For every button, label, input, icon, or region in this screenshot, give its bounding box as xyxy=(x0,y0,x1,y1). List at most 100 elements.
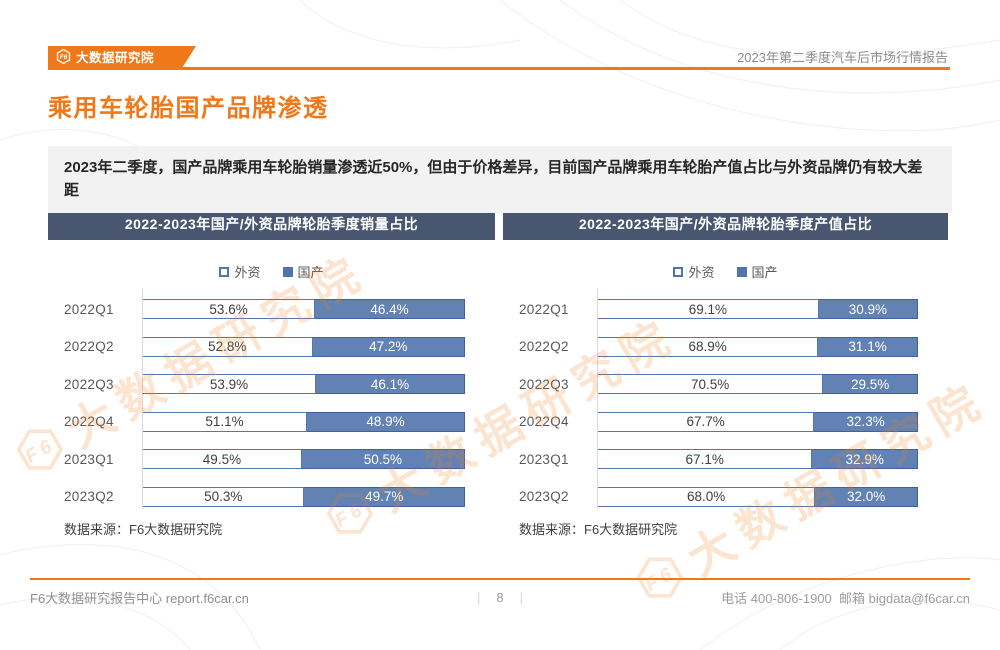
category-label: 2023Q1 xyxy=(64,451,114,467)
f6-logo-icon: F6 xyxy=(56,49,71,64)
chart-row: 2022Q1 69.1% 30.9% xyxy=(519,299,918,319)
bar-value-label: 70.5% xyxy=(691,376,730,392)
chart-row: 2022Q4 67.7% 32.3% xyxy=(519,411,918,432)
bar-segment-foreign: 70.5% xyxy=(597,374,824,394)
bar-value-label: 67.1% xyxy=(685,451,724,467)
chart-row: 2023Q2 68.0% 32.0% xyxy=(519,486,918,507)
bar-segment-domestic: 32.0% xyxy=(815,486,918,507)
bar-track: 67.7% 32.3% xyxy=(597,411,918,432)
phone-label: 电话 xyxy=(721,591,748,606)
chart-body: 外资 国产 2022Q1 53.6% 46.4% 2022Q2 52.8% 47.2% 20… xyxy=(48,240,495,538)
bar-segment-foreign: 69.1% xyxy=(597,299,819,319)
bar-segment-foreign: 67.1% xyxy=(597,449,813,469)
footer-divider xyxy=(30,578,970,580)
bar-segment-foreign: 50.3% xyxy=(142,486,305,507)
category-label: 2023Q2 xyxy=(64,489,114,504)
bar-segment-foreign: 51.1% xyxy=(142,411,308,432)
bar-segment-foreign: 52.8% xyxy=(142,336,313,357)
bar-track: 51.1% 48.9% xyxy=(142,411,465,432)
category-label: 2022Q4 xyxy=(64,414,114,429)
data-source: 数据来源：F6大数据研究院 xyxy=(64,521,223,537)
bar-track: 69.1% 30.9% xyxy=(597,299,918,319)
category-label: 2022Q3 xyxy=(519,376,569,392)
bar-segment-foreign: 49.5% xyxy=(142,449,302,469)
data-source: 数据来源：F6大数据研究院 xyxy=(519,521,678,537)
bar-segment-domestic: 29.5% xyxy=(823,374,918,394)
chart-row: 2022Q3 70.5% 29.5% xyxy=(519,374,918,394)
bar-value-label: 68.0% xyxy=(686,489,726,504)
bar-value-label: 31.1% xyxy=(848,339,887,354)
header-divider xyxy=(48,67,950,70)
category-label: 2023Q1 xyxy=(519,451,569,467)
chart-panel-sales-share: 2022-2023年国产/外资品牌轮胎季度销量占比 外资 国产 2022Q1 53… xyxy=(48,208,495,538)
bar-segment-foreign: 53.9% xyxy=(142,374,317,394)
chart-row: 2022Q2 68.9% 31.1% xyxy=(519,336,918,357)
legend-label-foreign: 外资 xyxy=(234,265,261,280)
legend-label-domestic: 国产 xyxy=(751,265,778,280)
bar-segment-foreign: 68.0% xyxy=(597,486,816,507)
bar-value-label: 32.9% xyxy=(845,451,884,467)
bar-value-label: 50.5% xyxy=(363,451,403,467)
bar-track: 68.0% 32.0% xyxy=(597,486,918,507)
chart-panel-value-share: 2022-2023年国产/外资品牌轮胎季度产值占比 外资 国产 2022Q1 69… xyxy=(503,208,948,538)
phone-number: 400-806-1900 xyxy=(750,591,832,606)
email-label: 邮箱 xyxy=(839,591,866,606)
chart-legend: 外资 国产 xyxy=(503,262,948,281)
legend-item-domestic: 国产 xyxy=(282,262,324,281)
category-label: 2022Q2 xyxy=(519,339,569,354)
category-label: 2022Q1 xyxy=(64,301,114,317)
bar-track: 52.8% 47.2% xyxy=(142,336,465,357)
category-label: 2022Q2 xyxy=(64,339,114,354)
bar-value-label: 53.6% xyxy=(209,301,248,317)
bar-value-label: 67.7% xyxy=(686,414,725,429)
bar-segment-domestic: 50.5% xyxy=(301,449,465,469)
chart-rows: 2022Q1 53.6% 46.4% 2022Q2 52.8% 47.2% 2022Q3 53… xyxy=(48,289,495,508)
bar-value-label: 52.8% xyxy=(208,339,247,354)
page-number-divider: | xyxy=(519,590,524,605)
email-address: bigdata@f6car.cn xyxy=(868,591,971,606)
chart-row: 2023Q1 67.1% 32.9% xyxy=(519,449,918,469)
category-label: 2022Q3 xyxy=(64,376,114,392)
bar-track: 50.3% 49.7% xyxy=(142,486,465,507)
bar-value-label: 53.9% xyxy=(209,376,249,392)
chart-row: 2023Q1 49.5% 50.5% xyxy=(64,449,465,469)
bar-value-label: 68.9% xyxy=(688,339,727,354)
legend-label-foreign: 外资 xyxy=(688,265,715,280)
bar-segment-foreign: 53.6% xyxy=(142,299,316,319)
page-number-divider: | xyxy=(477,590,481,605)
chart-body: 外资 国产 2022Q1 69.1% 30.9% 2022Q2 68.9% 31.1% 20… xyxy=(503,240,948,538)
legend-swatch-foreign-icon xyxy=(673,266,684,277)
bar-segment-domestic: 48.9% xyxy=(307,411,465,432)
bar-track: 68.9% 31.1% xyxy=(597,336,918,357)
chart-row: 2022Q1 53.6% 46.4% xyxy=(64,299,465,319)
bar-segment-domestic: 32.9% xyxy=(812,449,918,469)
bar-value-label: 69.1% xyxy=(688,301,728,317)
legend-swatch-domestic-icon xyxy=(282,266,293,277)
bar-segment-foreign: 67.7% xyxy=(597,411,815,432)
brand-name: 大数据研究院 xyxy=(76,51,155,65)
svg-text:F6: F6 xyxy=(60,54,68,61)
bar-value-label: 47.2% xyxy=(369,339,408,354)
bar-value-label: 29.5% xyxy=(851,376,890,392)
bar-track: 67.1% 32.9% xyxy=(597,449,918,469)
legend-item-domestic: 国产 xyxy=(736,262,778,281)
chart-row: 2022Q2 52.8% 47.2% xyxy=(64,336,465,357)
category-label: 2023Q2 xyxy=(519,489,569,504)
chart-title: 2022-2023年国产/外资品牌轮胎季度产值占比 xyxy=(503,208,948,240)
brand-ribbon: F6 大数据研究院 xyxy=(48,46,196,67)
footer-contact: 电话 400-806-1900 邮箱 bigdata@f6car.cn xyxy=(523,588,970,607)
report-title: 2023年第二季度汽车后市场行情报告 xyxy=(737,50,948,65)
chart-title: 2022-2023年国产/外资品牌轮胎季度销量占比 xyxy=(48,208,495,240)
bar-segment-domestic: 46.1% xyxy=(316,374,465,394)
category-label: 2022Q1 xyxy=(519,301,569,317)
bar-segment-domestic: 49.7% xyxy=(304,486,465,507)
bar-value-label: 30.9% xyxy=(848,301,888,317)
chart-legend: 外资 国产 xyxy=(48,262,495,281)
bar-value-label: 50.3% xyxy=(204,489,243,504)
legend-label-domestic: 国产 xyxy=(297,265,324,280)
legend-swatch-domestic-icon xyxy=(736,266,747,277)
page-title: 乘用车轮胎国产品牌渗透 xyxy=(48,95,329,122)
bar-track: 70.5% 29.5% xyxy=(597,374,918,394)
page-number: 8 xyxy=(496,590,504,605)
bar-segment-domestic: 30.9% xyxy=(818,299,918,319)
